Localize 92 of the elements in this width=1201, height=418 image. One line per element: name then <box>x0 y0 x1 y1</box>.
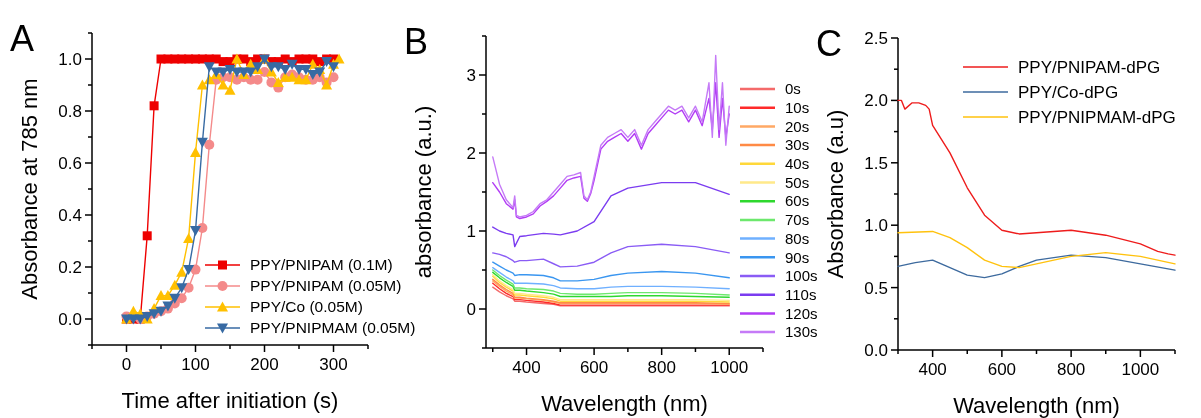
point <box>176 266 188 277</box>
y-tick-label: 1 <box>466 221 476 241</box>
x-tick-label: 600 <box>987 360 1017 379</box>
y-tick-label: 1.0 <box>864 216 888 236</box>
y-tick-label: 0.2 <box>58 257 82 277</box>
legend-label: 110s <box>785 285 817 303</box>
line-series <box>897 230 1176 269</box>
legend-label: 10s <box>785 98 810 116</box>
x-tick-label: 400 <box>918 360 947 379</box>
point <box>149 101 159 111</box>
x-axis-title: Time after initiation (s) <box>121 388 339 413</box>
y-tick-label: 2 <box>466 143 476 163</box>
line-series <box>897 99 1176 256</box>
x-axis-title: Wavelength (nm) <box>953 393 1120 418</box>
y-axis-title: Absorbance at 785 nm <box>17 78 42 300</box>
y-axis-title: Absorbance (a.u) <box>823 109 848 279</box>
point <box>224 84 236 95</box>
y-tick-label: 3 <box>466 65 476 85</box>
point <box>190 226 201 237</box>
legend-label: 130s <box>785 323 818 341</box>
point <box>328 72 339 83</box>
legend-label: PPY/PNIPAM (0.05M) <box>250 277 402 295</box>
legend-label: 0s <box>785 80 801 98</box>
point <box>328 62 339 73</box>
y-tick-label: 0.0 <box>864 340 888 360</box>
y-tick-label: 0 <box>466 299 476 319</box>
chart-title: C <box>816 23 842 64</box>
legend-label: PPY/PNIPMAM-dPG <box>1018 107 1176 127</box>
y-axis-title: absorbance (a.u.) <box>411 105 436 279</box>
y-tick-label: 0.4 <box>58 205 82 225</box>
line-series <box>492 243 730 268</box>
point <box>204 139 215 150</box>
point <box>196 79 208 90</box>
legend-label: PPY/PNIPAM (0.1M) <box>250 256 393 274</box>
x-tick-label: 400 <box>512 358 541 377</box>
point <box>196 137 208 148</box>
x-tick-label: 200 <box>250 355 279 374</box>
line-series <box>492 266 730 290</box>
x-tick-label: 800 <box>647 358 676 377</box>
point <box>272 76 284 87</box>
point <box>176 283 188 294</box>
legend-label: 50s <box>785 173 810 191</box>
legend-label: 40s <box>785 155 810 173</box>
x-axis-title: Wavelength (nm) <box>541 391 708 416</box>
point <box>176 293 187 304</box>
x-tick-label: 100 <box>181 355 210 374</box>
x-tick-label: 300 <box>319 355 348 374</box>
y-tick-label: 0.8 <box>58 101 82 121</box>
legend-label: 20s <box>785 117 810 135</box>
legend-label: PPY/Co (0.05M) <box>250 298 363 316</box>
x-tick-label: 1000 <box>1121 360 1160 379</box>
x-tick-label: 600 <box>579 358 609 377</box>
legend-label: 60s <box>785 192 810 210</box>
point <box>245 67 257 78</box>
y-tick-label: 2.0 <box>864 91 888 111</box>
point <box>272 62 284 73</box>
chart-title: B <box>404 21 429 62</box>
x-tick-label: 800 <box>1056 360 1086 379</box>
legend-label: 120s <box>785 304 818 322</box>
line-series <box>492 181 730 248</box>
line-series <box>492 54 730 218</box>
y-tick-label: 0.5 <box>864 278 888 298</box>
x-tick-label: 0 <box>121 355 132 374</box>
point <box>142 231 152 241</box>
line-series <box>897 254 1176 279</box>
y-tick-label: 1.0 <box>58 49 82 69</box>
y-tick-label: 2.5 <box>864 28 888 48</box>
legend-label: 100s <box>785 267 818 285</box>
point <box>203 62 215 73</box>
legend-label: PPY/PNIPMAM (0.05M) <box>250 319 416 337</box>
y-tick-label: 1.5 <box>864 153 888 173</box>
line-series <box>492 261 730 282</box>
y-tick-label: 0.0 <box>58 309 82 329</box>
point <box>321 57 333 68</box>
legend-label: 70s <box>785 211 810 229</box>
line-series <box>492 82 730 220</box>
x-tick-label: 1000 <box>710 358 749 377</box>
point <box>169 279 181 290</box>
legend-label: 90s <box>785 248 810 266</box>
legend-label: 30s <box>785 136 810 154</box>
point <box>183 265 195 276</box>
y-tick-label: 0.6 <box>58 153 82 173</box>
point <box>169 293 181 304</box>
legend-label: 80s <box>785 229 810 247</box>
point <box>314 67 326 78</box>
legend-label: PPY/PNIPAM-dPG <box>1018 57 1161 77</box>
point <box>190 147 201 158</box>
point <box>183 282 194 293</box>
point <box>224 64 236 75</box>
legend-label: PPY/Co-dPG <box>1018 82 1119 102</box>
chart-title: A <box>10 18 35 59</box>
point <box>217 79 229 90</box>
